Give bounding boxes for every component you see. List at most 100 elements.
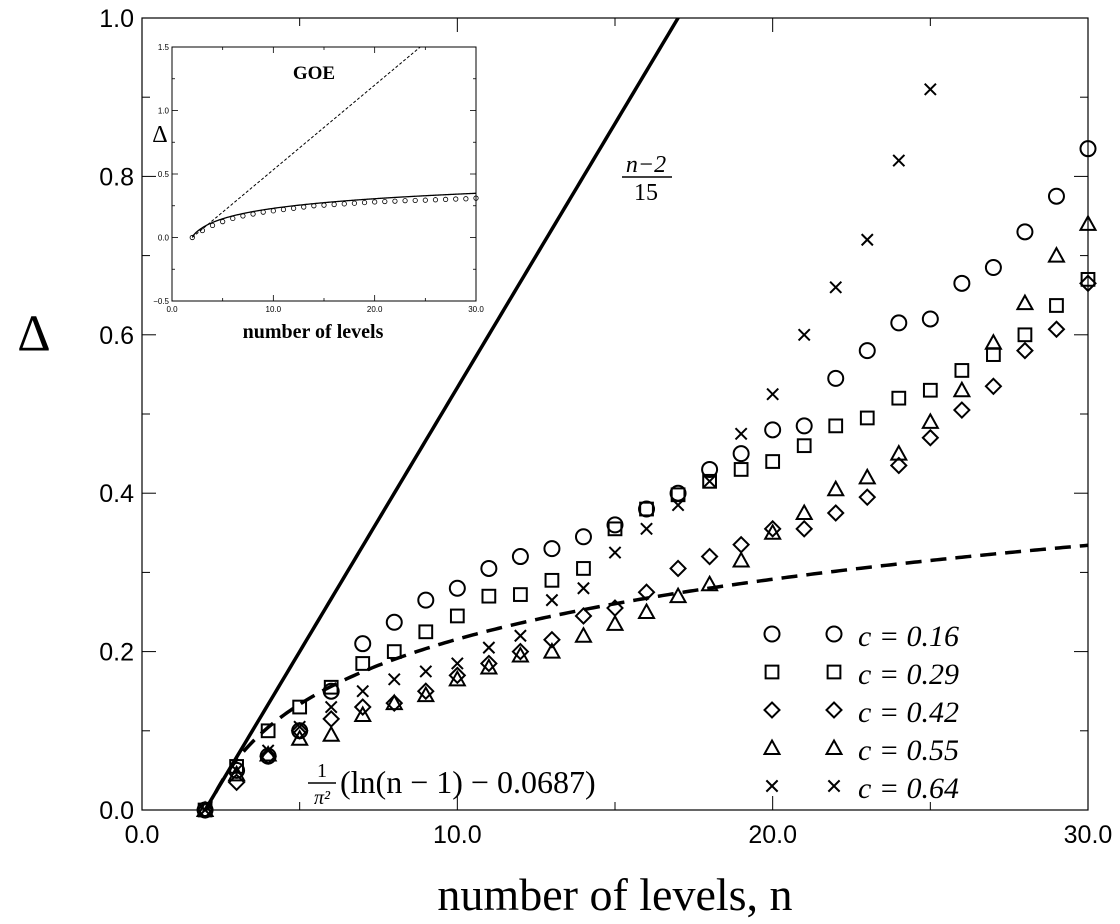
marker-cross — [797, 328, 811, 342]
marker-circle — [385, 613, 403, 631]
marker-circle — [432, 197, 439, 203]
legend-label: c = 0.16 — [858, 620, 959, 653]
marker-diamond — [353, 698, 372, 716]
marker-circle — [543, 540, 561, 558]
marker-circle — [228, 761, 246, 779]
marker-cross — [387, 672, 401, 686]
marker-diamond — [826, 504, 845, 522]
inset-y-tick-label: 0.5 — [158, 170, 170, 179]
marker-circle — [189, 234, 195, 241]
marker-triangle — [542, 642, 562, 659]
marker-square — [449, 608, 465, 624]
marker-cross — [766, 387, 779, 401]
marker-cross — [671, 498, 685, 512]
inset-background — [172, 47, 476, 301]
marker-circle — [402, 198, 408, 204]
y-tick-label: 0.2 — [99, 639, 134, 667]
marker-triangle — [195, 800, 215, 817]
marker-square — [418, 624, 434, 640]
marker-circle — [701, 460, 719, 478]
marker-circle — [480, 559, 498, 577]
plot-frame — [141, 17, 1089, 811]
marker-cross — [514, 629, 527, 643]
marker-circle — [354, 635, 372, 653]
marker-circle — [240, 213, 246, 219]
marker-diamond — [889, 456, 908, 475]
marker-triangle — [762, 738, 782, 755]
inset-x-tick-label: 20.0 — [367, 305, 383, 314]
inset-y-tick-label: 1.0 — [158, 107, 170, 116]
marker-circle — [260, 209, 266, 215]
marker-circle — [372, 199, 378, 205]
marker-circle — [1047, 187, 1065, 205]
marker-triangle — [763, 523, 782, 540]
formula-denominator: π² — [314, 787, 331, 809]
marker-square — [764, 664, 780, 680]
marker-square — [922, 382, 938, 398]
marker-square — [1049, 298, 1064, 313]
inset-frame — [171, 46, 477, 302]
marker-cross — [860, 233, 874, 247]
marker-square — [828, 418, 844, 434]
marker-diamond — [196, 801, 214, 819]
legend-entry: c = 0.55 — [762, 734, 959, 767]
marker-circle — [574, 528, 592, 546]
marker-triangle — [322, 725, 341, 742]
marker-circle — [921, 310, 939, 328]
marker-diamond — [1016, 341, 1034, 360]
marker-diamond — [795, 519, 814, 538]
marker-cross — [482, 641, 496, 654]
marker-square — [826, 664, 842, 680]
marker-diamond — [952, 401, 971, 419]
marker-square — [733, 462, 749, 477]
x-tick-label: 20.0 — [748, 821, 797, 849]
marker-square — [702, 473, 717, 489]
marker-square — [292, 699, 308, 715]
marker-triangle — [448, 669, 467, 687]
legend-entry: c = 0.42 — [763, 696, 959, 729]
marker-circle — [638, 500, 656, 518]
y-tick-label: 0.0 — [99, 797, 134, 825]
marker-circle — [732, 445, 750, 463]
marker-cross — [324, 700, 338, 714]
legend-label: c = 0.55 — [858, 734, 959, 767]
x-tick-label: 30.0 — [1064, 821, 1113, 849]
marker-circle — [220, 219, 226, 225]
series-diamond — [196, 274, 1097, 819]
marker-circle — [331, 201, 337, 208]
annotation-numerator: n−2 — [626, 152, 666, 178]
marker-cross — [261, 744, 275, 757]
marker-square — [639, 501, 654, 517]
marker-cross — [356, 684, 370, 698]
marker-diamond — [511, 642, 530, 661]
marker-triangle — [858, 467, 877, 485]
marker-cross — [419, 665, 433, 678]
marker-triangle — [921, 412, 940, 429]
marker-triangle — [290, 729, 309, 746]
marker-circle — [392, 198, 398, 204]
marker-square — [607, 521, 623, 537]
marker-circle — [795, 417, 813, 435]
marker-circle — [230, 215, 236, 222]
y-tick-label: 0.8 — [99, 163, 134, 191]
legend-entry: c = 0.64 — [765, 772, 959, 805]
marker-diamond — [1047, 320, 1066, 339]
marker-triangle — [1015, 293, 1035, 311]
marker-diamond — [290, 721, 309, 740]
marker-circle — [311, 203, 317, 209]
marker-diamond — [763, 701, 781, 719]
marker-cross — [765, 779, 779, 793]
marker-circle — [422, 197, 428, 203]
marker-cross — [577, 581, 590, 595]
marker-circle — [341, 201, 347, 207]
legend-entry: c = 0.29 — [764, 658, 959, 691]
inset-series-circle — [189, 195, 479, 241]
marker-square — [355, 656, 371, 671]
marker-square — [954, 363, 970, 378]
legend-label: c = 0.29 — [858, 658, 959, 691]
marker-triangle — [795, 503, 814, 520]
marker-circle — [448, 579, 466, 597]
formula-numerator: 1 — [317, 760, 327, 782]
marker-cross — [451, 657, 464, 670]
marker-circle — [250, 211, 256, 217]
